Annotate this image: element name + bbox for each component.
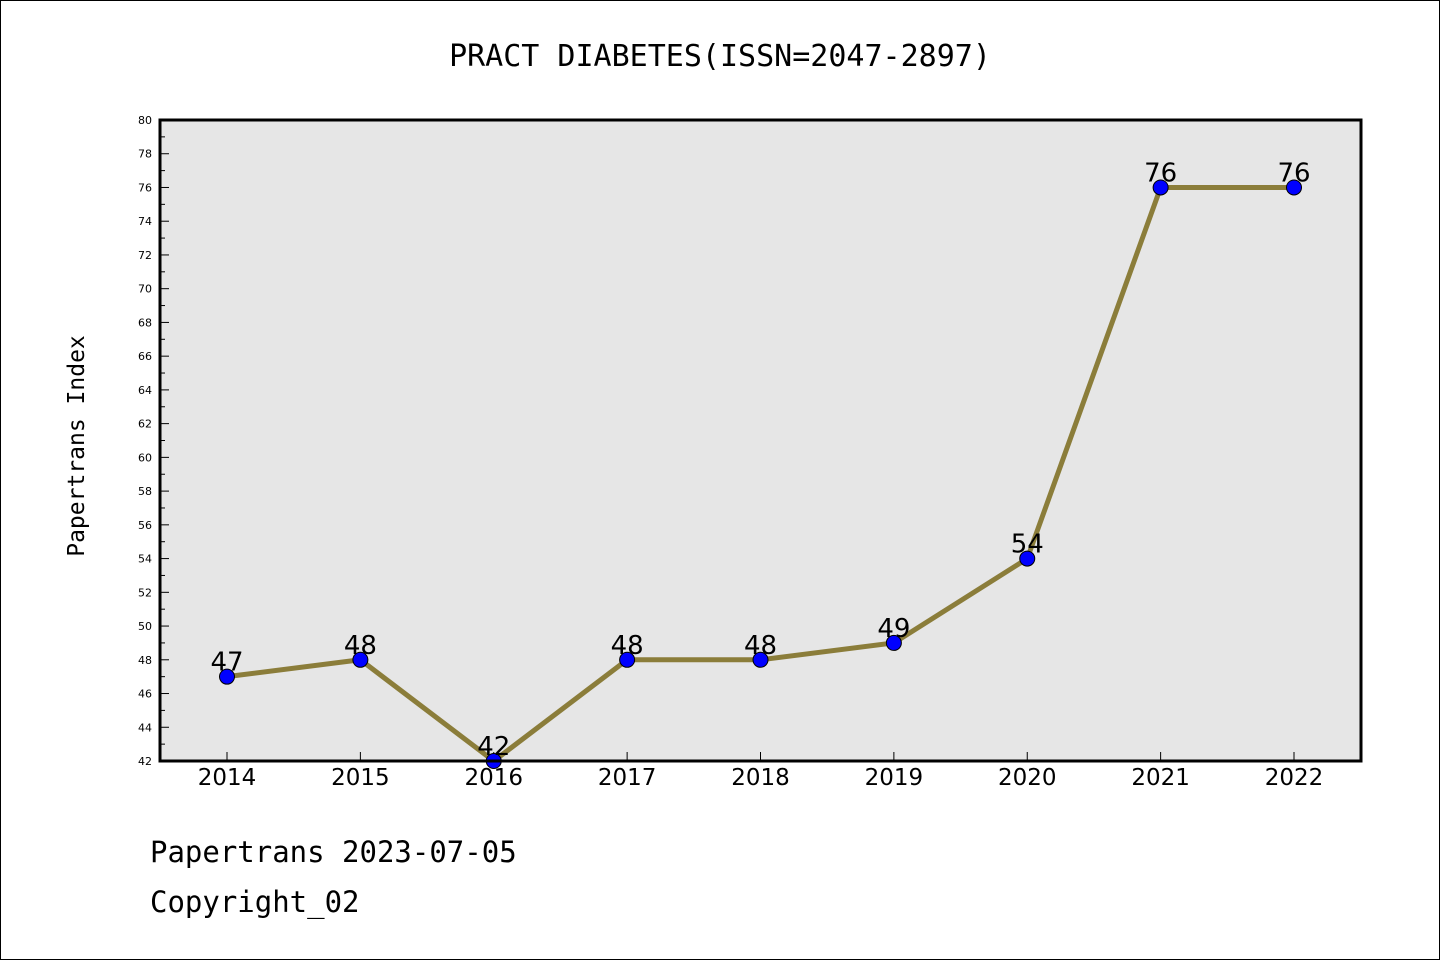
footer-date: Papertrans 2023-07-05	[150, 835, 517, 869]
data-label: 48	[611, 631, 644, 661]
x-tick-label: 2020	[998, 765, 1057, 791]
data-point	[1152, 179, 1169, 196]
y-tick-label: 70	[138, 283, 152, 296]
data-label: 42	[477, 732, 510, 762]
y-tick-label: 52	[138, 586, 152, 599]
data-label: 47	[210, 648, 243, 678]
y-tick-label: 54	[138, 553, 152, 566]
x-tick-label: 2015	[331, 765, 390, 791]
y-tick-label: 44	[138, 721, 152, 734]
y-tick-label: 72	[138, 249, 152, 262]
x-tick-label: 2016	[464, 765, 523, 791]
y-tick-label: 64	[138, 384, 152, 397]
y-axis-label: Papertrans Index	[64, 335, 90, 557]
data-label: 76	[1144, 158, 1177, 188]
y-tick-label: 62	[138, 418, 152, 431]
data-label: 76	[1277, 158, 1310, 188]
y-axis: 42 44 46 48 50 52 54 56 58 60 62 64 66 68 70 72 74 76 78 80	[138, 114, 169, 768]
data-point	[352, 651, 369, 668]
y-tick-label: 48	[138, 654, 152, 667]
x-tick-label: 2014	[198, 765, 257, 791]
chart-title: PRACT DIABETES(ISSN=2047-2897)	[449, 39, 991, 74]
y-tick-label: 66	[138, 350, 152, 363]
y-tick-label: 42	[138, 755, 152, 768]
data-point	[619, 651, 636, 668]
y-tick-label: 50	[138, 620, 152, 633]
y-tick-label: 56	[138, 519, 152, 532]
y-tick-label: 68	[138, 316, 152, 329]
y-tick-label: 78	[138, 148, 152, 161]
y-tick-label: 46	[138, 688, 152, 701]
series-group: 47 48 42 48 48 49 54 76 76	[210, 158, 1311, 769]
x-tick-label: 2022	[1265, 765, 1324, 791]
data-point	[752, 651, 769, 668]
y-tick-label: 80	[138, 114, 152, 127]
data-point	[885, 634, 902, 651]
data-point	[1286, 179, 1302, 196]
x-tick-label: 2021	[1131, 765, 1190, 791]
y-tick-label: 74	[138, 215, 152, 228]
y-tick-label: 76	[138, 181, 152, 194]
data-label: 48	[344, 631, 377, 661]
data-point	[1019, 550, 1036, 567]
data-label: 48	[744, 631, 777, 661]
y-tick-label: 58	[138, 485, 152, 498]
x-tick-label: 2017	[598, 765, 657, 791]
data-label: 54	[1011, 530, 1044, 560]
x-tick-label: 2018	[731, 765, 790, 791]
footer-copyright: Copyright_02	[150, 885, 360, 919]
y-tick-label: 60	[138, 451, 152, 464]
x-axis: 2014 2015 2016 2017 2018 2019 2020 2021 2022	[198, 752, 1324, 791]
data-label: 49	[877, 614, 910, 644]
x-tick-label: 2019	[865, 765, 924, 791]
plot-border	[158, 118, 1363, 763]
data-point	[219, 668, 235, 685]
